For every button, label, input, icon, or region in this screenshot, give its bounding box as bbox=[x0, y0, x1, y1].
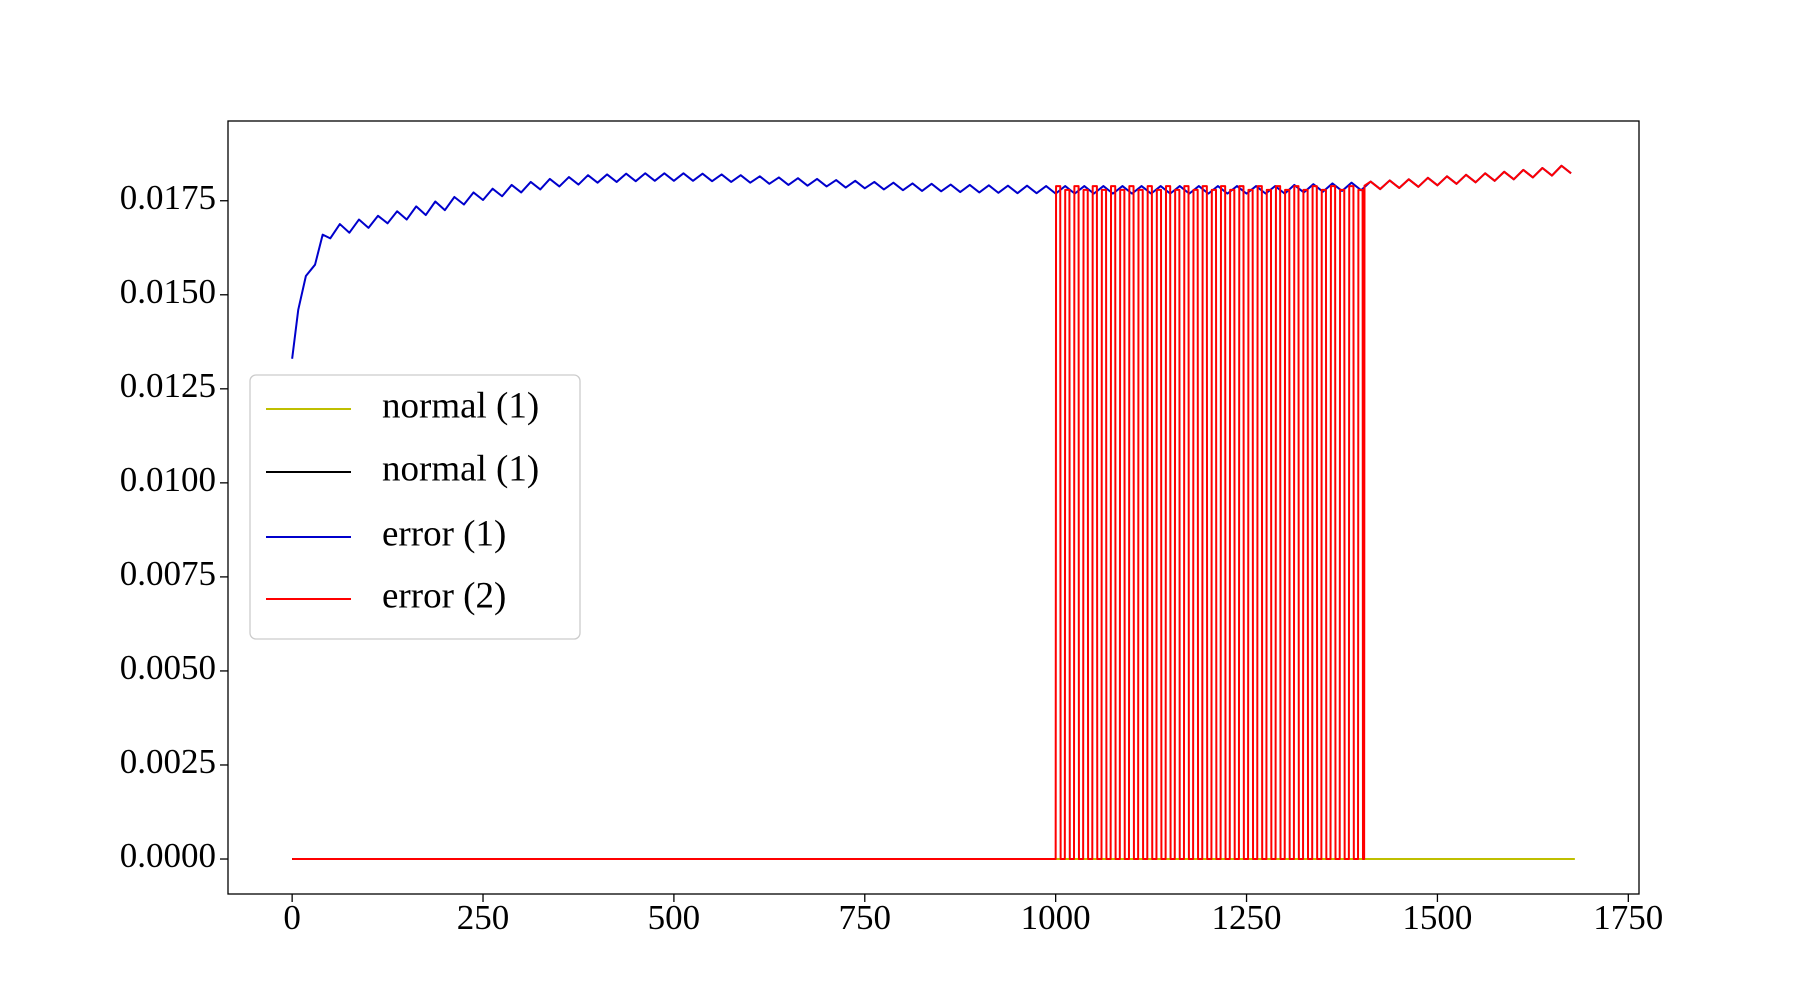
y-tick-label: 0.0000 bbox=[120, 836, 216, 875]
axes-frame bbox=[227, 120, 1640, 895]
x-tick-label: 500 bbox=[648, 898, 701, 937]
plot-area bbox=[291, 164, 1575, 861]
y-tick-label: 0.0100 bbox=[120, 460, 216, 499]
x-tick-label: 250 bbox=[457, 898, 510, 937]
legend-label: normal (1) bbox=[382, 448, 539, 489]
series-line bbox=[292, 164, 1572, 861]
x-tick-label: 750 bbox=[839, 898, 892, 937]
y-tick-label: 0.0025 bbox=[120, 742, 216, 781]
x-tick-label: 0 bbox=[283, 898, 301, 937]
y-tick-label: 0.0125 bbox=[120, 366, 216, 405]
y-tick-label: 0.0150 bbox=[120, 272, 216, 311]
y-tick-label: 0.0050 bbox=[120, 648, 216, 687]
legend-label: normal (1) bbox=[382, 385, 539, 426]
x-tick-label: 1500 bbox=[1402, 898, 1472, 937]
legend: normal (1) normal (1) error (1) error (2) bbox=[249, 374, 581, 640]
x-tick-label: 1750 bbox=[1593, 898, 1663, 937]
y-tick-label: 0.0075 bbox=[120, 554, 216, 593]
x-tick-label: 1000 bbox=[1021, 898, 1091, 937]
legend-label: error (2) bbox=[382, 575, 506, 616]
y-tick-label: 0.0175 bbox=[120, 178, 216, 217]
legend-label: error (1) bbox=[382, 513, 506, 554]
series-line bbox=[291, 164, 1572, 359]
legend-box bbox=[249, 374, 581, 640]
x-tick-label: 1250 bbox=[1212, 898, 1282, 937]
